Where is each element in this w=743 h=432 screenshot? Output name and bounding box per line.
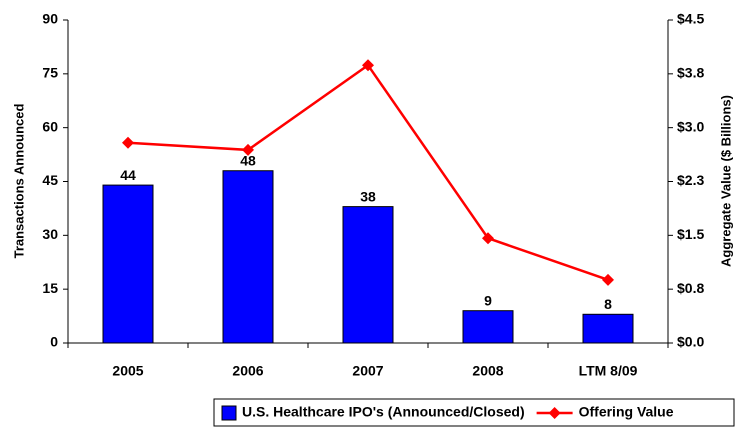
y2-tick-label: $3.8 [677,65,704,81]
line-marker [482,232,494,245]
bar [342,206,394,344]
x-tick-label: 2005 [112,363,143,379]
bar [462,310,514,344]
legend-label: U.S. Healthcare IPO's (Announced/Closed) [242,404,525,420]
y-tick-label: 15 [42,280,58,296]
x-tick-label: 2006 [232,363,263,379]
legend-marker [548,407,561,419]
data-label: 48 [240,152,256,168]
x-tick-label: 2007 [352,363,383,379]
bar [222,170,274,344]
line-marker [242,143,254,156]
line-marker [122,136,134,149]
legend-label: Offering Value [579,404,674,420]
data-label: 9 [484,292,492,308]
data-label: 44 [120,167,136,183]
y2-tick-label: $4.5 [677,11,704,27]
bar [102,184,154,344]
y2-tick-label: $0.0 [677,334,704,350]
y-tick-label: 0 [50,334,58,350]
y2-tick-label: $2.3 [677,172,704,188]
line-marker [602,273,614,286]
y2-tick-label: $0.8 [677,280,704,296]
bar [582,313,634,344]
y-tick-label: 30 [42,226,58,242]
y-tick-label: 45 [42,172,58,188]
y2-tick-label: $3.0 [677,118,704,134]
y-tick-label: 75 [42,65,58,81]
data-label: 38 [360,188,376,204]
y-tick-label: 60 [42,118,58,134]
x-tick-label: LTM 8/09 [579,363,638,379]
x-tick-label: 2008 [472,363,503,379]
legend-box [213,398,735,427]
line-marker [362,59,374,72]
data-label: 8 [604,296,612,312]
legend-swatch [221,405,237,421]
y-axis-label: Transactions Announced [11,104,26,259]
y2-tick-label: $1.5 [677,226,704,242]
y2-axis-label: Aggregate Value ($ Billions) [718,95,733,267]
y-tick-label: 90 [42,11,58,27]
